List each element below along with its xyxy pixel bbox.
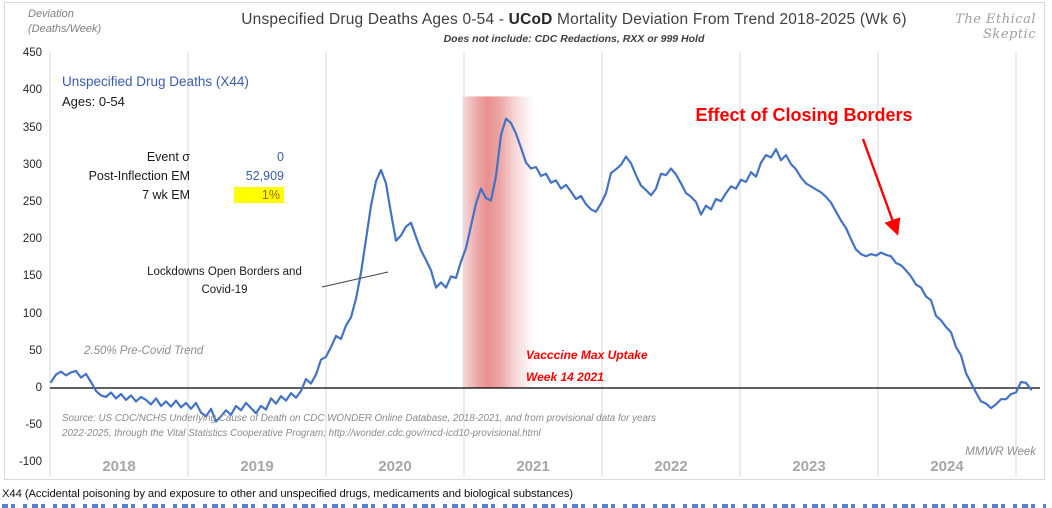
annotation-lockdowns-line1: Lockdowns Open Borders and <box>147 266 302 278</box>
x-axis-year-label: 2020 <box>378 458 412 475</box>
stat-row: 7 wk EM 1% <box>58 185 284 204</box>
annotation-lockdowns-line2: Covid-19 <box>201 284 248 296</box>
annotation-vaccine-uptake: Vacccine Max Uptake Week 14 2021 <box>526 344 648 388</box>
annotation-vaccine-line1: Vacccine Max Uptake <box>526 348 648 362</box>
annotation-lockdowns: Lockdowns Open Borders and Covid-19 <box>122 263 327 299</box>
closing-borders-arrow <box>861 138 901 236</box>
y-axis-title: Deviation (Deaths/Week) <box>28 7 101 37</box>
stat-value: 0 <box>277 149 284 164</box>
source-citation: Source: US CDC/NCHS Underlying Cause of … <box>62 412 656 441</box>
y-tick-label: 50 <box>29 344 42 357</box>
y-axis-title-line1: Deviation <box>28 8 74 20</box>
x-axis-year-label: 2024 <box>930 458 964 475</box>
clipped-text-row <box>2 504 1046 508</box>
y-axis-title-line2: (Deaths/Week) <box>28 23 102 35</box>
legend-series-label: Unspecified Drug Deaths (X44) <box>62 74 249 89</box>
stat-row: Event σ 0 <box>58 147 284 166</box>
x-axis-year-label: 2018 <box>102 458 136 475</box>
legend-ages-label: Ages: 0-54 <box>62 94 125 109</box>
y-tick-label: -100 <box>18 456 42 469</box>
watermark-signature: The Ethical Skeptic <box>955 12 1036 42</box>
chart-title-ucod: UCoD <box>508 11 553 28</box>
x-axis-year-label: 2021 <box>516 458 550 475</box>
chart-title-part2: Mortality Deviation From Trend 2018-2025… <box>552 11 907 28</box>
annotation-closing-borders: Effect of Closing Borders <box>695 105 913 125</box>
x-axis-title-mmwr-week: MMWR Week <box>965 446 1036 458</box>
y-tick-label: 0 <box>35 382 42 394</box>
y-tick-label: 250 <box>22 196 42 208</box>
y-tick-label: 100 <box>22 307 42 320</box>
x-axis-year-label: 2019 <box>240 458 274 475</box>
stat-label: Event σ <box>146 149 190 164</box>
chart-frame <box>4 2 1045 480</box>
deaths-deviation-line <box>49 117 1033 423</box>
y-tick-label: 200 <box>22 233 42 246</box>
y-tick-label: -50 <box>25 419 42 432</box>
annotation-vaccine-line2: Week 14 2021 <box>526 370 604 384</box>
lockdowns-leader-line <box>321 271 389 288</box>
stat-row: Post-Inflection EM 52,909 <box>58 166 284 185</box>
stat-value: 1% <box>190 186 284 203</box>
stat-label: 7 wk EM <box>142 187 190 202</box>
x-axis-year-label: 2022 <box>654 458 688 475</box>
source-citation-line2: 2022-2025, through the Vital Statistics … <box>62 427 541 439</box>
y-tick-label: 150 <box>22 270 42 283</box>
stats-table: Event σ 0 Post-Inflection EM 52,909 7 wk EM 1… <box>58 147 284 204</box>
icd-code-footnote: X44 (Accidental poisoning by and exposur… <box>2 488 573 500</box>
chart-title-part1: Unspecified Drug Deaths Ages 0-54 - <box>241 11 509 28</box>
y-tick-label: 400 <box>22 84 42 97</box>
vaccine-uptake-band <box>462 96 535 389</box>
source-citation-line1: Source: US CDC/NCHS Underlying Cause of … <box>62 413 657 424</box>
highlighted-stat-value: 1% <box>234 186 284 203</box>
chart-subtitle: Does not include: CDC Redactions, RXX or… <box>443 33 705 45</box>
x-axis-year-label: 2023 <box>792 458 826 475</box>
y-tick-label: 300 <box>22 158 42 171</box>
y-tick-label: 450 <box>22 47 42 60</box>
annotation-pre-covid-trend: 2.50% Pre-Covid Trend <box>84 345 204 357</box>
stat-label: Post-Inflection EM <box>88 168 190 183</box>
stat-value: 52,909 <box>245 168 284 183</box>
y-tick-label: 350 <box>22 121 42 134</box>
chart-title: Unspecified Drug Deaths Ages 0-54 - UCoD… <box>96 11 1052 29</box>
